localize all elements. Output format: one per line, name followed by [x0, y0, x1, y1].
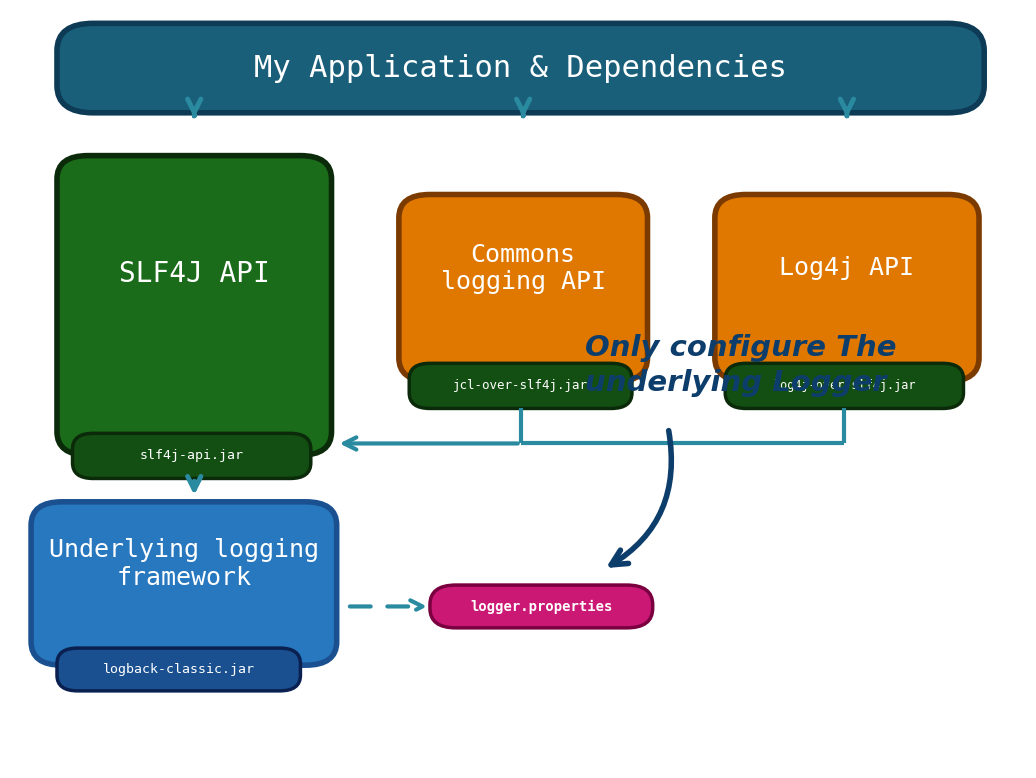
Text: Commons
logging API: Commons logging API [440, 243, 606, 294]
Text: logger.properties: logger.properties [470, 599, 612, 614]
Text: logback-classic.jar: logback-classic.jar [103, 663, 255, 676]
Text: jcl-over-slf4j.jar: jcl-over-slf4j.jar [453, 380, 588, 392]
FancyBboxPatch shape [715, 194, 979, 381]
FancyBboxPatch shape [409, 363, 632, 408]
Text: My Application & Dependencies: My Application & Dependencies [254, 54, 787, 82]
FancyBboxPatch shape [57, 648, 300, 691]
Text: Only configure The
underlying Logger: Only configure The underlying Logger [585, 335, 897, 397]
FancyBboxPatch shape [31, 502, 337, 665]
Text: Log4j API: Log4j API [779, 257, 915, 280]
FancyBboxPatch shape [725, 363, 963, 408]
Text: Underlying logging
framework: Underlying logging framework [49, 538, 319, 590]
FancyBboxPatch shape [73, 433, 311, 478]
FancyBboxPatch shape [399, 194, 648, 381]
Text: log4j-over-slf4j.jar: log4j-over-slf4j.jar [773, 380, 916, 392]
Text: slf4j-api.jar: slf4j-api.jar [140, 450, 243, 462]
Text: SLF4J API: SLF4J API [119, 261, 269, 288]
FancyBboxPatch shape [430, 585, 653, 628]
FancyBboxPatch shape [57, 156, 332, 455]
FancyBboxPatch shape [57, 23, 984, 113]
